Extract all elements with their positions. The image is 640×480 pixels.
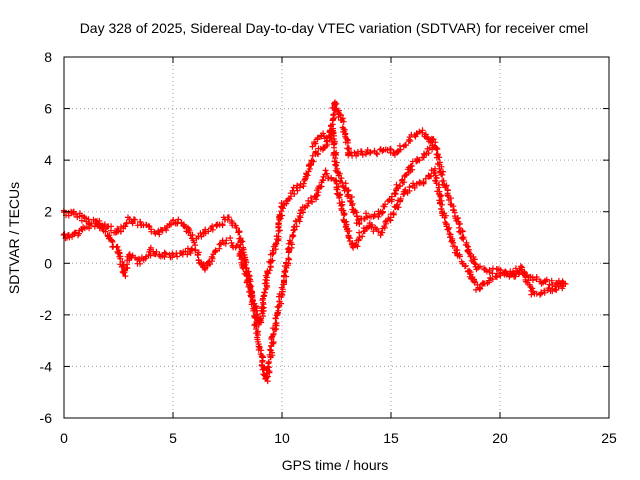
y-tick-label: 2 — [44, 204, 52, 220]
y-tick-label: -2 — [40, 307, 53, 323]
chart-title: Day 328 of 2025, Sidereal Day-to-day VTE… — [80, 20, 589, 36]
x-axis-label: GPS time / hours — [282, 457, 389, 473]
plot-frame — [63, 56, 610, 419]
y-tick-label: -6 — [40, 410, 53, 426]
y-tick-label: 4 — [44, 152, 52, 168]
x-tick-label: 15 — [383, 430, 399, 446]
y-tick-label: -4 — [40, 358, 53, 374]
y-tick-label: 0 — [44, 255, 52, 271]
series-SDTVAR-upper-branch-markers — [309, 99, 437, 159]
y-tick-label: 8 — [44, 49, 52, 65]
y-axis-label: SDTVAR / TECUs — [6, 182, 22, 294]
x-tick-label: 25 — [601, 430, 617, 446]
x-tick-label: 5 — [169, 430, 177, 446]
x-tick-label: 0 — [60, 430, 68, 446]
x-tick-label: 10 — [274, 430, 290, 446]
x-tick-label: 20 — [492, 430, 508, 446]
axis-ticks: 0 5 10 15 20 25 -6 -4 -2 0 2 4 6 8 — [40, 49, 617, 446]
y-tick-label: 6 — [44, 101, 52, 117]
